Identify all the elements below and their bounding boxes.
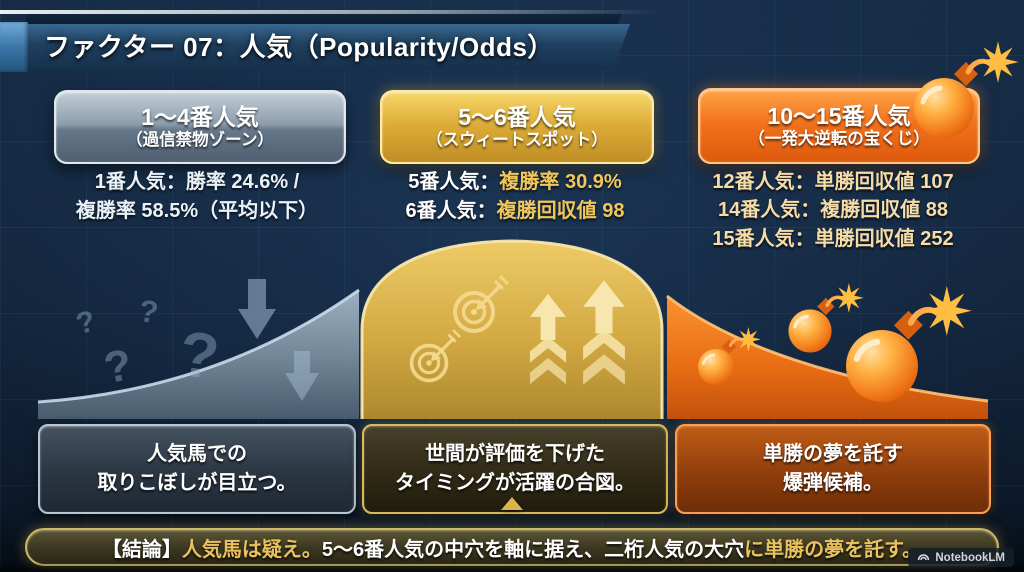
stat-line: 複勝率 58.5%（平均以下） [38, 197, 356, 226]
zone-header-5-6: 5〜6番人気 （スウィートスポット） [380, 90, 654, 164]
caption-line: 世間が評価を下げた [425, 443, 605, 465]
zone-header-title: 1〜4番人気 [141, 103, 259, 130]
stat-value: 単勝回収値 107 [814, 171, 954, 193]
zone-header-subtitle: （一発大逆転の宝くじ） [748, 130, 930, 149]
conclusion-bar: 【結論】 人気馬は疑え。 5〜6番人気の中穴を軸に据え、二桁人気の大穴 に単勝の夢を託… [25, 528, 999, 566]
watermark-badge: NotebookLM [908, 548, 1014, 567]
caption-line: 爆弾候補。 [783, 472, 883, 494]
zone-stats-10-15: 12番人気：単勝回収値 107 14番人気：複勝回収値 88 15番人気：単勝回… [675, 168, 991, 253]
page-title: ファクター 07：人気（Popularity/Odds） [44, 32, 554, 62]
watermark-label: NotebookLM [935, 551, 1005, 564]
conclusion-emphasis: に単勝の夢を託す。 [744, 538, 923, 561]
conclusion-body: 5〜6番人気の中穴を軸に据え、二桁人気の大穴 [321, 538, 745, 561]
conclusion-label: 【結論】 [101, 538, 182, 561]
stat-label: 14番人気： [717, 199, 821, 222]
zone-header-title: 5〜6番人気 [458, 103, 576, 130]
stat-value: 複勝率 58.5%（平均以下） [75, 200, 319, 222]
stat-value: 複勝回収値 98 [496, 200, 625, 222]
stat-line: 5番人気：複勝率 30.9% [362, 168, 668, 197]
zone-stats-1-4: 1番人気：勝率 24.6% / 複勝率 58.5%（平均以下） [38, 168, 356, 226]
stat-line: 15番人気：単勝回収値 252 [675, 225, 991, 253]
caption-line: 単勝の夢を託す [763, 443, 903, 465]
stat-line: 1番人気：勝率 24.6% / [38, 168, 356, 197]
stat-label: 1番人気： [94, 171, 186, 193]
stat-label: 6番人気： [405, 200, 497, 222]
title-banner-accent [0, 22, 28, 72]
stat-value: 単勝回収値 252 [814, 227, 954, 250]
stat-value: 複勝率 30.9% [499, 171, 622, 193]
stat-label: 15番人気： [712, 227, 815, 250]
conclusion-emphasis: 人気馬は疑え。 [181, 538, 322, 561]
caption-line: タイミングが活躍の合図。 [395, 472, 635, 494]
stat-line: 12番人気：単勝回収値 107 [675, 168, 991, 196]
stat-label: 5番人気： [408, 171, 500, 193]
zone-header-1-4: 1〜4番人気 （過信禁物ゾーン） [54, 90, 346, 164]
stat-line: 14番人気：複勝回収値 88 [675, 196, 991, 224]
caption-box-10-15: 単勝の夢を託す 爆弾候補。 [675, 424, 991, 514]
stat-value: 複勝回収値 88 [820, 199, 949, 222]
zone-header-10-15: 10〜15番人気 （一発大逆転の宝くじ） [698, 88, 980, 164]
stat-value: 勝率 24.6% / [185, 171, 300, 193]
notebooklm-logo-icon [918, 554, 930, 561]
stat-label: 12番人気： [712, 171, 815, 193]
zone-header-subtitle: （スウィートスポット） [426, 131, 608, 150]
zone-header-title: 10〜15番人気 [767, 102, 911, 129]
caption-line: 取りこぼしが目立つ。 [97, 472, 297, 494]
caption-box-1-4: 人気馬での 取りこぼしが目立つ。 [38, 424, 356, 514]
top-edge-strip [0, 10, 660, 14]
zone-header-subtitle: （過信禁物ゾーン） [126, 131, 274, 150]
pointer-triangle-icon [501, 497, 523, 510]
stat-line: 6番人気：複勝回収値 98 [362, 197, 668, 226]
zone-stats-5-6: 5番人気：複勝率 30.9% 6番人気：複勝回収値 98 [362, 168, 668, 226]
caption-line: 人気馬での [147, 443, 247, 465]
